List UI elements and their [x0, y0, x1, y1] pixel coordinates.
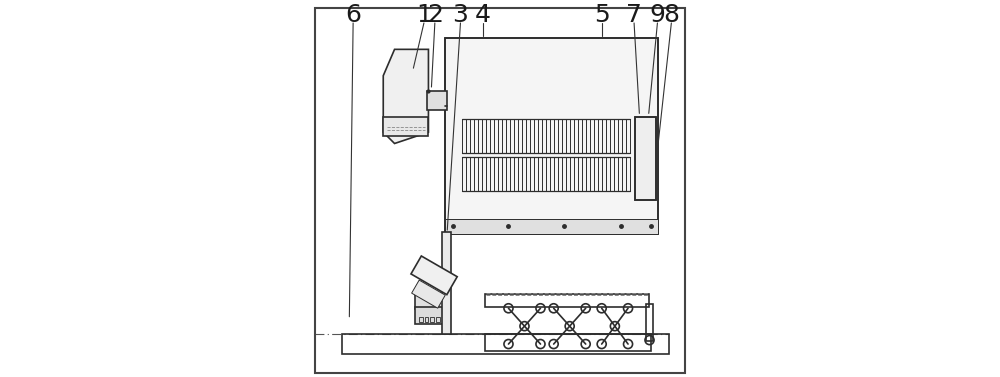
Text: 2: 2 [427, 3, 443, 28]
Bar [445, 219, 658, 234]
Text: 3: 3 [453, 3, 468, 28]
Bar [442, 232, 451, 334]
Polygon shape [383, 49, 428, 144]
Text: 7: 7 [626, 3, 642, 28]
Bar [415, 294, 449, 309]
Bar [415, 307, 449, 324]
Bar [427, 91, 447, 110]
Bar [419, 317, 423, 322]
Bar [430, 317, 434, 322]
Bar [412, 280, 445, 308]
Text: 8: 8 [663, 3, 679, 28]
Text: 4: 4 [475, 3, 491, 28]
Text: 1: 1 [416, 3, 432, 28]
Bar [635, 117, 656, 200]
Bar [485, 334, 651, 351]
Bar [411, 256, 457, 295]
Bar [445, 38, 658, 234]
Bar [635, 117, 656, 200]
Bar [646, 303, 653, 341]
Text: 6: 6 [345, 3, 361, 28]
Bar [445, 38, 658, 234]
Bar [436, 317, 440, 322]
Bar [485, 294, 649, 307]
Bar [383, 117, 428, 136]
Text: 9: 9 [649, 3, 665, 28]
Bar [342, 334, 669, 354]
Bar [425, 317, 428, 322]
Text: 5: 5 [594, 3, 610, 28]
